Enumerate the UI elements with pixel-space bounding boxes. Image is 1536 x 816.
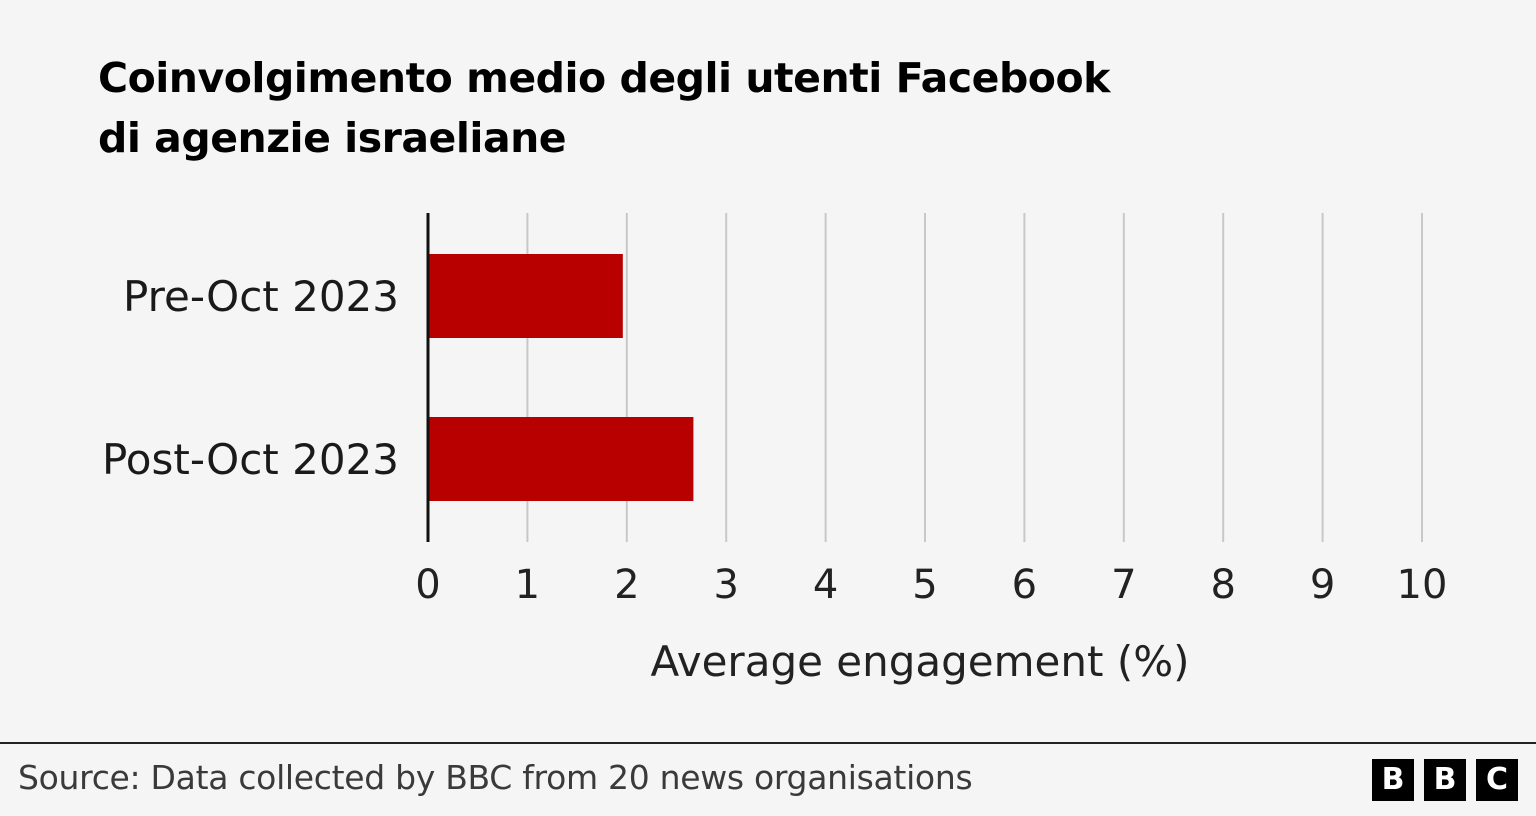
x-tick-label-5: 5 xyxy=(912,562,937,608)
chart-title-line-1: Coinvolgimento medio degli utenti Facebo… xyxy=(98,54,1110,102)
bars xyxy=(428,254,694,501)
source-note: Source: Data collected by BBC from 20 ne… xyxy=(18,758,973,797)
category-label-0: Pre-Oct 2023 xyxy=(123,272,399,321)
logo-letter-b2: B xyxy=(1424,759,1466,801)
x-tick-label-8: 8 xyxy=(1210,562,1235,608)
x-tick-label-9: 9 xyxy=(1310,562,1335,608)
x-tick-labels: 0 1 2 3 4 5 6 7 8 9 10 xyxy=(415,562,1447,608)
logo-letter-c: C xyxy=(1476,759,1518,801)
category-labels: Pre-Oct 2023 Post-Oct 2023 xyxy=(102,272,399,484)
x-tick-label-3: 3 xyxy=(713,562,738,608)
gridlines xyxy=(526,213,1423,542)
x-tick-label-6: 6 xyxy=(1012,562,1037,608)
category-label-1: Post-Oct 2023 xyxy=(102,435,399,484)
bar-chart: Pre-Oct 2023 Post-Oct 2023 0 1 2 3 4 5 6 7 8 9 10 A… xyxy=(102,213,1447,686)
x-tick-label-10: 10 xyxy=(1397,562,1448,608)
x-tick-label-4: 4 xyxy=(813,562,838,608)
logo-letter-b1: B xyxy=(1372,759,1414,801)
x-axis-label: Average engagement (%) xyxy=(650,637,1189,686)
bar-1 xyxy=(428,417,694,501)
x-tick-label-0: 0 xyxy=(415,562,440,608)
chart-title: Coinvolgimento medio degli utenti Facebo… xyxy=(98,48,1198,168)
chart-title-line-2: di agenzie israeliane xyxy=(98,114,567,162)
x-tick-label-2: 2 xyxy=(614,562,639,608)
bar-0 xyxy=(428,254,623,338)
footer-divider xyxy=(0,742,1536,744)
x-tick-label-7: 7 xyxy=(1111,562,1136,608)
bbc-logo: B B C xyxy=(1372,759,1518,801)
x-tick-label-1: 1 xyxy=(515,562,540,608)
